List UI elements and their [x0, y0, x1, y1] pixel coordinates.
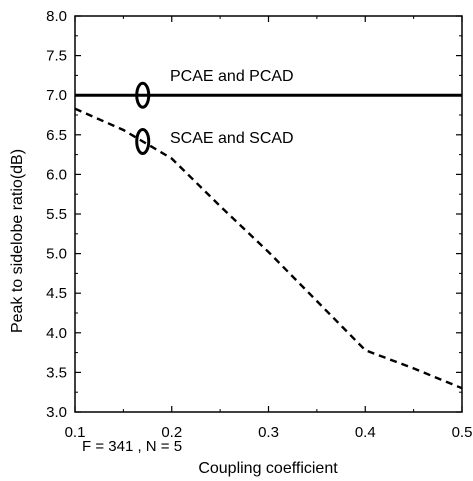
y-tick-label: 3.5: [46, 364, 67, 381]
y-tick-label: 6.5: [46, 127, 67, 144]
series-label-pcae: PCAE and PCAD: [170, 68, 294, 85]
y-tick-label: 5.5: [46, 206, 67, 223]
x-tick-label: 0.2: [161, 424, 182, 441]
y-tick-label: 4.0: [46, 325, 67, 342]
x-tick-label: 0.3: [258, 424, 279, 441]
annotation-parameters: F = 341 , N = 5: [82, 438, 182, 455]
series-marker-ellipse-scae: [135, 127, 151, 155]
y-tick-label: 7.5: [46, 48, 67, 65]
tick-labels: 0.1 0.2 0.3 0.4 0.5 3.0 3.5 4.0 4.5 5.0 5.5 6.0 6.5 7…: [46, 8, 472, 441]
series-label-scae: SCAE and SCAD: [170, 130, 294, 147]
series-line-scae-scad: [74, 107, 463, 390]
series-marker-ellipse-pcae: [135, 81, 151, 109]
y-tick-label: 3.0: [46, 404, 67, 421]
x-tick-label: 0.4: [355, 424, 376, 441]
y-tick-label: 5.0: [46, 246, 67, 263]
x-axis-label: Coupling coefficient: [198, 460, 338, 477]
x-tick-label: 0.1: [65, 424, 86, 441]
y-tick-label: 6.0: [46, 166, 67, 183]
y-tick-label: 4.5: [46, 285, 67, 302]
series-lines: [74, 93, 463, 390]
y-tick-label: 7.0: [46, 87, 67, 104]
axis-ticks: [74, 15, 463, 413]
series-markers: [135, 81, 151, 155]
y-axis-label: Peak to sidelobe ratio(dB): [9, 149, 26, 333]
x-tick-label: 0.5: [452, 424, 473, 441]
y-tick-label: 8.0: [46, 8, 67, 25]
